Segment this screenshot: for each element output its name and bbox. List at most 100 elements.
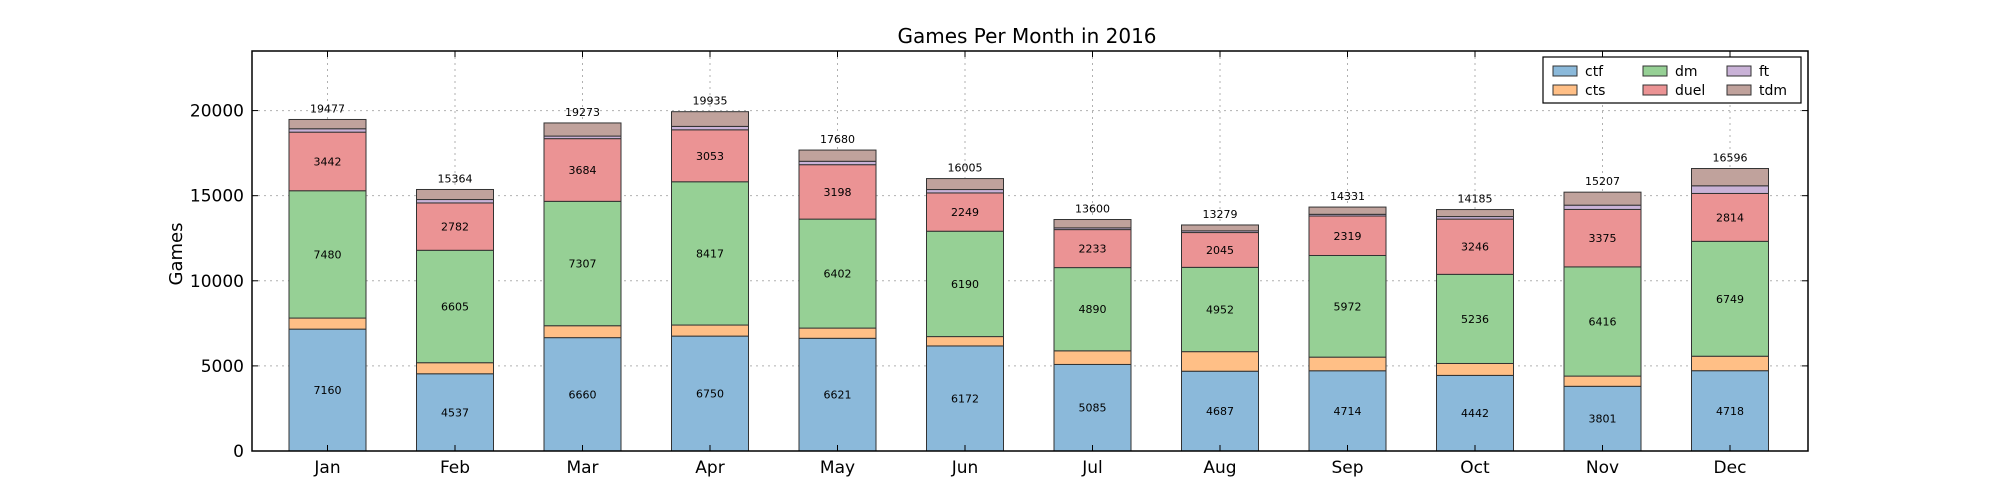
bars [288,111,1769,452]
bar-segment-cts [416,362,494,375]
x-tick-label: Aug [1203,458,1236,478]
bar-segment-ft [926,189,1004,194]
bar-segment-dm [416,249,494,364]
segment-label-ctf: 4442 [1461,407,1489,420]
legend-swatch-tdm [1726,84,1752,96]
x-tick-label: Mar [566,458,598,478]
bar-segment-tdm [288,118,367,130]
segment-label-duel: 2249 [951,206,979,219]
total-label: 16005 [948,162,983,175]
segment-label-dm: 4890 [1079,303,1107,316]
bar-segment-ctf [1436,374,1514,452]
segment-label-duel: 3375 [1589,232,1617,245]
x-tick-label: Sep [1331,458,1363,478]
total-label: 15364 [438,172,473,185]
bar-segment-tdm [543,122,622,137]
bar-segment-duel [416,202,494,251]
bar-segment-ft [288,128,367,133]
bar-segment-cts [1053,350,1132,365]
legend-label-ft: ft [1759,64,1770,80]
x-tick-label: Feb [440,458,470,478]
segment-label-duel: 2045 [1206,244,1234,257]
segment-label-duel: 3442 [314,155,342,168]
segment-label-ctf: 5085 [1079,402,1107,415]
bar-segment-cts [1691,355,1769,372]
bar-segment-duel [1691,192,1769,242]
total-label: 14331 [1330,190,1365,203]
bar-segment-ctf [288,328,367,452]
legend-label-ctf: ctf [1585,64,1604,80]
bar-segment-tdm [1563,191,1642,206]
bar-segment-ctf [1308,370,1387,452]
legend-swatch-ft [1726,65,1752,77]
bar-segment-ctf [1563,385,1642,452]
legend-swatch-ctf [1552,65,1578,77]
axes: 0 5000 10000 15000 20000 Jan Feb Mar Apr May Jun Ju… [190,51,1808,478]
segment-label-ctf: 4537 [441,406,469,419]
segment-label-duel: 3246 [1461,241,1489,254]
legend-swatch-duel [1642,84,1668,96]
segment-label-ctf: 6621 [824,389,852,402]
bar-segment-ft [416,199,494,204]
y-tick-label: 5000 [201,357,244,377]
bar-segment-duel [1053,229,1132,269]
total-label: 19935 [693,95,728,108]
legend-label-tdm: tdm [1759,83,1787,99]
bar-segment-cts [1436,362,1514,376]
bar-segment-cts [798,327,877,339]
bar-segment-duel [926,192,1004,232]
segment-label-dm: 6416 [1589,315,1617,328]
segment-label-duel: 2782 [441,221,469,234]
bar-segment-dm [1053,267,1132,352]
bar-segment-duel [798,164,877,220]
data-labels: 7160 7480 3442 4537 6605 2782 6660 7307 3684 6750… [310,95,1748,426]
bar-segment-tdm [671,111,749,127]
segment-label-dm: 7480 [314,248,342,261]
bar-segment-tdm [1436,209,1514,218]
bar-segment-ctf [416,373,494,452]
bar-segment-dm [543,200,622,327]
bar-segment-dm [1436,273,1514,364]
total-label: 17680 [820,133,855,146]
legend-label-dm: dm [1675,64,1698,80]
bar-segment-ft [1563,204,1642,210]
bar-segment-tdm [1053,219,1132,229]
total-label: 19273 [565,106,600,119]
bar-segment-cts [671,324,749,337]
bar-segment-tdm [1181,224,1259,232]
bar-segment-dm [926,230,1004,338]
total-label: 19477 [310,102,345,115]
segment-label-ctf: 6750 [696,388,724,401]
legend-label-cts: cts [1585,83,1605,99]
bar-segment-dm [1563,266,1642,377]
segment-label-duel: 2814 [1716,211,1744,224]
segment-label-dm: 6749 [1716,293,1744,306]
x-tick-label: Oct [1460,458,1490,478]
y-tick-label: 15000 [190,187,244,207]
total-label: 13600 [1075,203,1110,216]
segment-label-dm: 6605 [441,300,469,313]
segment-label-duel: 3053 [696,150,724,163]
legend-swatch-dm [1642,65,1668,77]
x-tick-label: Jul [1081,458,1103,478]
bar-segment-tdm [1691,168,1769,187]
x-tick-label: May [820,458,855,478]
segment-label-dm: 8417 [696,247,724,260]
bar-segment-duel [1436,218,1514,275]
segment-label-duel: 2319 [1334,230,1362,243]
segment-label-dm: 6190 [951,278,979,291]
legend-swatch-cts [1552,84,1578,96]
segment-label-ctf: 7160 [314,384,342,397]
bar-segment-duel [671,129,749,183]
y-axis-label: Games [166,223,187,286]
legend-label-duel: duel [1675,83,1705,99]
segment-label-duel: 3198 [824,186,852,199]
y-tick-label: 20000 [190,102,244,122]
bar-segment-cts [1181,351,1259,372]
total-label: 13279 [1203,208,1238,221]
segment-label-ctf: 4714 [1334,405,1362,418]
bar-segment-ctf [671,335,749,452]
bar-segment-dm [288,190,367,319]
x-tick-label: Jun [951,458,979,478]
